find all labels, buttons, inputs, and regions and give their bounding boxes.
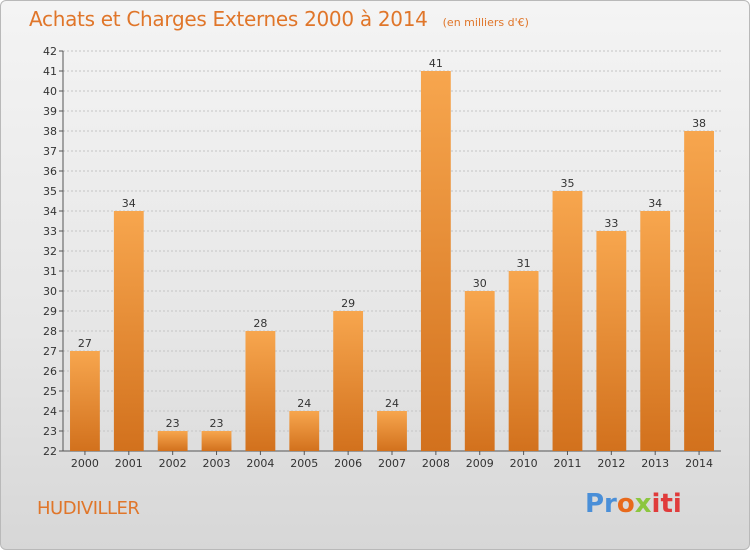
x-tick-label-2005: 2005 (290, 457, 318, 470)
bar-2007[interactable] (377, 411, 407, 451)
y-tick-label: 32 (43, 245, 57, 258)
x-tick-label-2003: 2003 (203, 457, 231, 470)
y-tick-label: 38 (43, 125, 57, 138)
x-tick-label-2009: 2009 (466, 457, 494, 470)
value-label-2002: 23 (166, 417, 180, 430)
logo-part-o: o (616, 489, 635, 519)
x-tick-label-2011: 2011 (553, 457, 581, 470)
value-label-2012: 33 (604, 217, 618, 230)
bar-2003[interactable] (201, 431, 232, 451)
y-tick-label: 37 (43, 145, 57, 158)
y-tick-label: 27 (43, 345, 57, 358)
bar-2010[interactable] (508, 271, 539, 451)
value-label-2003: 23 (210, 417, 224, 430)
x-tick-label-2012: 2012 (597, 457, 625, 470)
x-tick-label-2014: 2014 (685, 457, 713, 470)
value-label-2005: 24 (297, 397, 311, 410)
y-tick-label: 36 (43, 165, 57, 178)
x-tick-label-2004: 2004 (246, 457, 274, 470)
value-label-2001: 34 (122, 197, 136, 210)
value-label-2004: 28 (253, 317, 267, 330)
x-tick-label-2000: 2000 (71, 457, 99, 470)
y-tick-label: 39 (43, 105, 57, 118)
bar-2014[interactable] (684, 131, 714, 451)
commune-name: HUDIVILLER (37, 498, 140, 519)
y-tick-label: 34 (43, 205, 57, 218)
title-block: Achats et Charges Externes 2000 à 2014 (… (29, 7, 529, 31)
y-tick-label: 29 (43, 305, 57, 318)
y-tick-label: 23 (43, 425, 57, 438)
proxiti-logo[interactable]: Proxiti (585, 489, 682, 519)
x-tick-label-2001: 2001 (115, 457, 143, 470)
x-tick-label-2007: 2007 (378, 457, 406, 470)
y-tick-label: 40 (43, 85, 57, 98)
y-tick-label: 25 (43, 385, 57, 398)
bar-2000[interactable] (70, 351, 100, 451)
x-tick-label-2010: 2010 (510, 457, 538, 470)
bar-2012[interactable] (596, 231, 627, 451)
y-tick-label: 26 (43, 365, 57, 378)
y-tick-label: 33 (43, 225, 57, 238)
value-label-2014: 38 (692, 117, 706, 130)
logo-part-iti: iti (651, 489, 682, 519)
value-label-2011: 35 (560, 177, 574, 190)
x-tick-label-2006: 2006 (334, 457, 362, 470)
bar-2011[interactable] (552, 191, 583, 451)
bar-2013[interactable] (640, 211, 671, 451)
value-label-2006: 29 (341, 297, 355, 310)
y-tick-label: 22 (43, 445, 57, 458)
x-tick-label-2002: 2002 (159, 457, 187, 470)
x-tick-label-2008: 2008 (422, 457, 450, 470)
value-label-2007: 24 (385, 397, 399, 410)
bar-2008[interactable] (420, 71, 451, 451)
y-tick-label: 42 (43, 45, 57, 58)
logo-part-x: x (634, 489, 652, 519)
y-tick-label: 35 (43, 185, 57, 198)
y-tick-label: 31 (43, 265, 57, 278)
logo-part-pr: Pr (585, 489, 617, 519)
value-label-2010: 31 (517, 257, 531, 270)
value-label-2009: 30 (473, 277, 487, 290)
x-tick-label-2013: 2013 (641, 457, 669, 470)
y-tick-label: 30 (43, 285, 57, 298)
chart-title: Achats et Charges Externes 2000 à 2014 (29, 7, 428, 31)
bar-2005[interactable] (289, 411, 320, 451)
value-label-2013: 34 (648, 197, 662, 210)
y-tick-label: 28 (43, 325, 57, 338)
bar-2002[interactable] (157, 431, 188, 451)
bar-2006[interactable] (333, 311, 364, 451)
y-tick-label: 24 (43, 405, 57, 418)
chart-unit: (en milliers d'€) (442, 16, 529, 29)
bar-2004[interactable] (245, 331, 276, 451)
value-label-2000: 27 (78, 337, 92, 350)
value-label-2008: 41 (429, 57, 443, 70)
y-tick-label: 41 (43, 65, 57, 78)
bar-2001[interactable] (113, 211, 144, 451)
bar-2009[interactable] (464, 291, 495, 451)
